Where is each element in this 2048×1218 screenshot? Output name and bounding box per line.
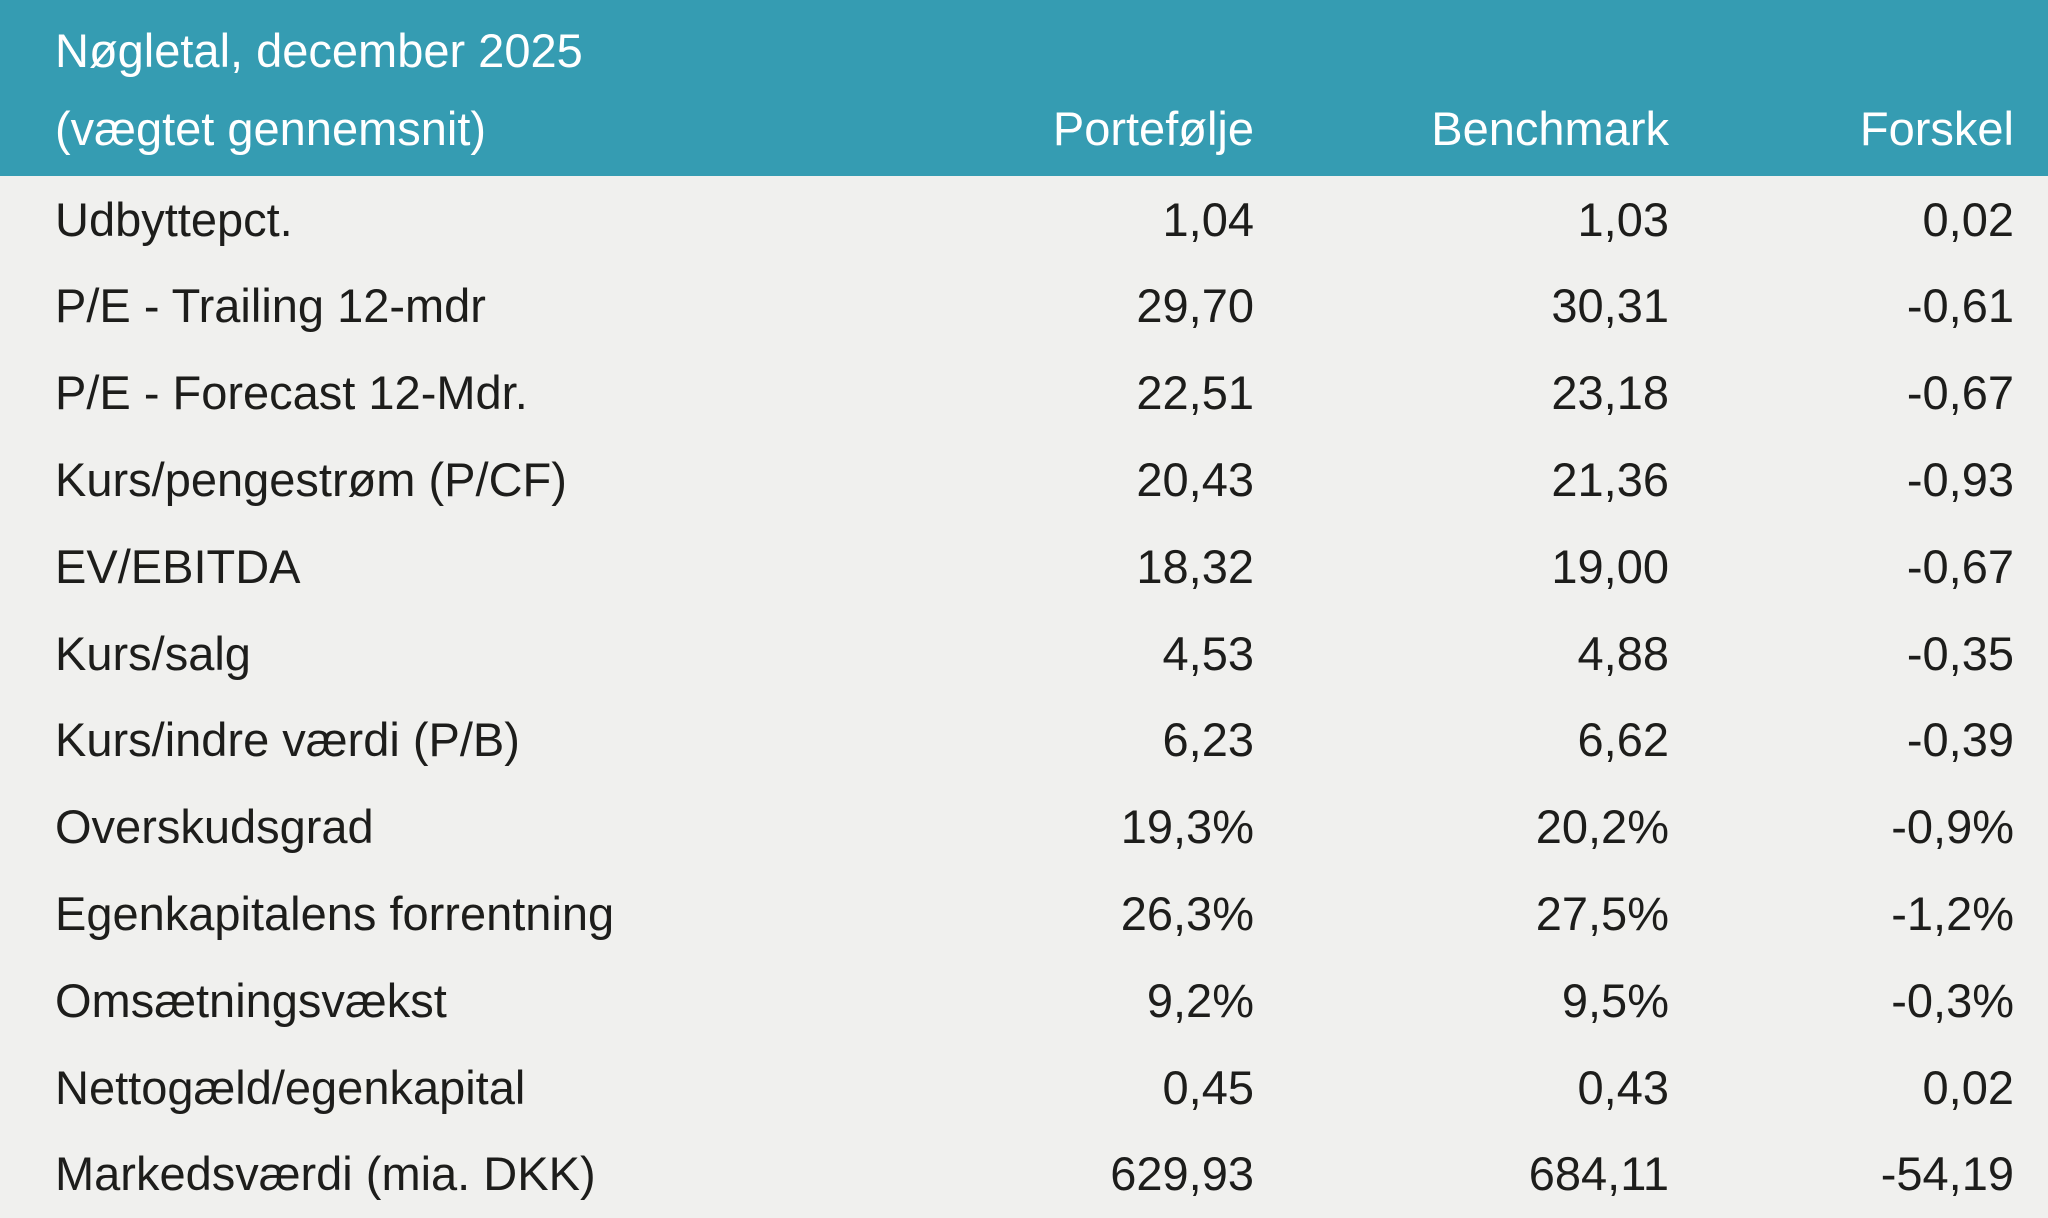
row-difference-value: -0,67 bbox=[1906, 366, 2014, 420]
table-title: Nøgletal, december 2025 bbox=[55, 24, 583, 77]
table-header: Nøgletal, december 2025 (vægtet gennemsn… bbox=[0, 0, 2048, 176]
row-benchmark-value: 9,5% bbox=[1561, 973, 1669, 1027]
table-row: Overskudsgrad 19,3% 20,2% -0,9% bbox=[0, 784, 2048, 871]
row-difference-value: -0,61 bbox=[1906, 279, 2014, 333]
row-label: Kurs/indre værdi (P/B) bbox=[55, 713, 520, 767]
row-label: Egenkapitalens forrentning bbox=[55, 886, 615, 940]
table-row: Egenkapitalens forrentning 26,3% 27,5% -… bbox=[0, 870, 2048, 957]
row-benchmark-value: 19,00 bbox=[1551, 539, 1669, 593]
table-row: Nettogæld/egenkapital 0,45 0,43 0,02 bbox=[0, 1044, 2048, 1131]
row-portfolio-value: 26,3% bbox=[1120, 886, 1254, 940]
column-header-portfolio: Portefølje bbox=[1052, 102, 1254, 156]
row-difference-value: 0,02 bbox=[1922, 192, 2014, 246]
table-row: Kurs/indre værdi (P/B) 6,23 6,62 -0,39 bbox=[0, 697, 2048, 784]
table-row: P/E - Forecast 12-Mdr. 22,51 23,18 -0,67 bbox=[0, 350, 2048, 437]
row-label: Kurs/salg bbox=[55, 626, 251, 680]
row-portfolio-value: 20,43 bbox=[1136, 452, 1254, 506]
row-benchmark-value: 4,88 bbox=[1577, 626, 1669, 680]
column-header-difference: Forskel bbox=[1859, 102, 2014, 156]
row-benchmark-value: 21,36 bbox=[1551, 452, 1669, 506]
row-label: Kurs/pengestrøm (P/CF) bbox=[55, 452, 567, 506]
row-difference-value: -1,2% bbox=[1891, 886, 2014, 940]
row-portfolio-value: 22,51 bbox=[1136, 366, 1254, 420]
row-benchmark-value: 0,43 bbox=[1577, 1060, 1669, 1114]
row-portfolio-value: 18,32 bbox=[1136, 539, 1254, 593]
row-difference-value: -0,35 bbox=[1906, 626, 2014, 680]
row-label: Udbyttepct. bbox=[55, 192, 293, 246]
row-label: Overskudsgrad bbox=[55, 800, 374, 854]
table-row: Markedsværdi (mia. DKK) 629,93 684,11 -5… bbox=[0, 1131, 2048, 1218]
row-difference-value: -0,3% bbox=[1891, 973, 2014, 1027]
row-difference-value: 0,02 bbox=[1922, 1060, 2014, 1114]
table-row: Udbyttepct. 1,04 1,03 0,02 bbox=[0, 176, 2048, 263]
table-row: P/E - Trailing 12-mdr 29,70 30,31 -0,61 bbox=[0, 263, 2048, 350]
row-benchmark-value: 684,11 bbox=[1528, 1147, 1669, 1201]
row-portfolio-value: 4,53 bbox=[1162, 626, 1254, 680]
row-difference-value: -54,19 bbox=[1880, 1147, 2014, 1201]
column-header-row: (vægtet gennemsnit) Portefølje Benchmark… bbox=[0, 103, 2048, 155]
row-label: Markedsværdi (mia. DKK) bbox=[55, 1147, 596, 1201]
row-difference-value: -0,93 bbox=[1906, 452, 2014, 506]
row-difference-value: -0,39 bbox=[1906, 713, 2014, 767]
row-portfolio-value: 629,93 bbox=[1110, 1147, 1254, 1201]
table-row: Omsætningsvækst 9,2% 9,5% -0,3% bbox=[0, 957, 2048, 1044]
row-portfolio-value: 6,23 bbox=[1162, 713, 1254, 767]
row-difference-value: -0,9% bbox=[1891, 800, 2014, 854]
row-label: Nettogæld/egenkapital bbox=[55, 1060, 526, 1114]
table-row: Kurs/pengestrøm (P/CF) 20,43 21,36 -0,93 bbox=[0, 436, 2048, 523]
table-row: Kurs/salg 4,53 4,88 -0,35 bbox=[0, 610, 2048, 697]
table-row: EV/EBITDA 18,32 19,00 -0,67 bbox=[0, 523, 2048, 610]
column-header-benchmark: Benchmark bbox=[1431, 102, 1669, 156]
row-benchmark-value: 1,03 bbox=[1577, 192, 1669, 246]
row-benchmark-value: 23,18 bbox=[1551, 366, 1669, 420]
row-portfolio-value: 0,45 bbox=[1162, 1060, 1254, 1114]
row-label: P/E - Forecast 12-Mdr. bbox=[55, 366, 528, 420]
row-label: P/E - Trailing 12-mdr bbox=[55, 279, 486, 333]
row-portfolio-value: 29,70 bbox=[1136, 279, 1254, 333]
row-benchmark-value: 27,5% bbox=[1535, 886, 1669, 940]
row-label: EV/EBITDA bbox=[55, 539, 301, 593]
row-difference-value: -0,67 bbox=[1906, 539, 2014, 593]
row-benchmark-value: 6,62 bbox=[1577, 713, 1669, 767]
row-label: Omsætningsvækst bbox=[55, 973, 447, 1027]
row-benchmark-value: 30,31 bbox=[1551, 279, 1669, 333]
row-portfolio-value: 19,3% bbox=[1120, 800, 1254, 854]
table-subtitle: (vægtet gennemsnit) bbox=[55, 102, 487, 156]
row-portfolio-value: 1,04 bbox=[1162, 192, 1254, 246]
table-body: Udbyttepct. 1,04 1,03 0,02 P/E - Trailin… bbox=[0, 176, 2048, 1218]
row-portfolio-value: 9,2% bbox=[1146, 973, 1254, 1027]
row-benchmark-value: 20,2% bbox=[1535, 800, 1669, 854]
